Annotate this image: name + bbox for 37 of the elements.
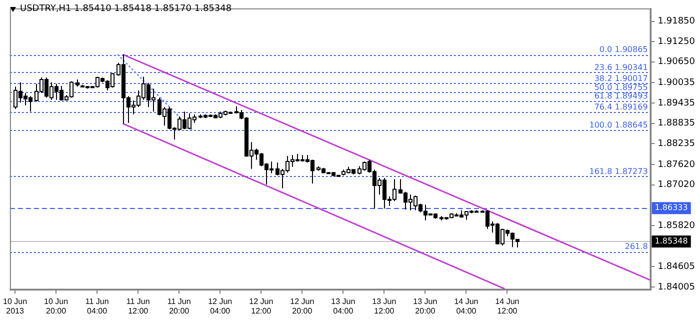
ref-line-label: 61.8 1.89493 bbox=[594, 92, 648, 101]
ref-line-label: 50.0 1.89755 bbox=[594, 82, 648, 92]
x-tick-label: 10 Jun 2013 bbox=[3, 296, 28, 316]
y-tick-label: 1.90650 bbox=[658, 57, 696, 68]
y-tick-label: 1.89435 bbox=[658, 98, 695, 108]
x-tick-label: 12 Jun 20:00 bbox=[290, 296, 314, 316]
ref-line-label: 38.2 1.90017 bbox=[594, 74, 648, 83]
y-tick-label: 1.87020 bbox=[658, 180, 696, 190]
ref-line-label: 23.6 1.90341 bbox=[594, 62, 648, 72]
y-tick-label: 1.88235 bbox=[658, 139, 695, 150]
x-tick-label: 13 Jun 04:00 bbox=[331, 296, 356, 316]
y-tick-label: 1.91250 bbox=[658, 36, 696, 47]
x-tick-label: 11 Jun 20:00 bbox=[167, 296, 191, 316]
x-tick-label: 12 Jun 12:00 bbox=[249, 296, 274, 316]
y-tick-label: 1.85820 bbox=[658, 220, 696, 231]
x-tick-label: 11 Jun 04:00 bbox=[85, 296, 109, 316]
ref-line-label: 0.0 1.90865 bbox=[599, 45, 648, 54]
chart-title: USDTRY,H1 1.85410 1.85418 1.85170 1.85348 bbox=[20, 4, 232, 14]
x-tick-label: 13 Jun 20:00 bbox=[413, 296, 438, 316]
y-tick-label: 1.84605 bbox=[658, 262, 695, 272]
y-tick-label: 1.90035 bbox=[658, 78, 695, 88]
x-tick-label: 13 Jun 12:00 bbox=[372, 296, 396, 316]
y-tick-label: 1.88835 bbox=[658, 118, 695, 129]
ref-line-label: 161.8 1.87273 bbox=[589, 166, 648, 176]
ref-line-label: 1.86333 bbox=[654, 203, 688, 212]
x-tick-label: 14 Jun 04:00 bbox=[454, 296, 478, 316]
x-tick-label: 11 Jun 12:00 bbox=[126, 296, 150, 316]
x-tick-label: 10 Jun 20:00 bbox=[44, 296, 68, 316]
x-tick-label: 12 Jun 04:00 bbox=[208, 296, 232, 316]
ref-line-label: 76.4 1.89169 bbox=[594, 102, 648, 112]
x-tick-label: 14 Jun 12:00 bbox=[495, 296, 520, 316]
y-tick-label: 1.91850 bbox=[658, 16, 696, 27]
annotation: 261.8 bbox=[624, 242, 648, 252]
y-tick-label: 1.84005 bbox=[658, 282, 695, 292]
ref-line-label: 1.85348 bbox=[654, 236, 688, 246]
ref-line-label: 100.0 1.88645 bbox=[589, 120, 648, 130]
y-tick-label: 1.87620 bbox=[658, 160, 696, 170]
